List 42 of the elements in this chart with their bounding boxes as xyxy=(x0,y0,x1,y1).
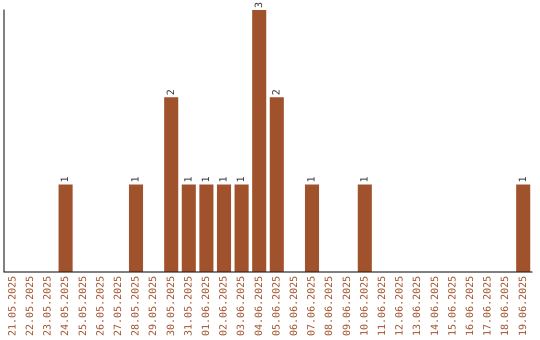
data-label: 1 xyxy=(518,176,529,183)
x-tick-label: 29.05.2025 xyxy=(148,276,160,336)
x-tick-label: 19.06.2025 xyxy=(518,276,529,336)
data-label: 1 xyxy=(236,176,248,183)
x-tick-label: 27.05.2025 xyxy=(112,276,124,336)
x-tick-label: 06.06.2025 xyxy=(288,276,300,336)
x-tick-label: 03.06.2025 xyxy=(236,276,248,336)
x-tick-label: 24.05.2025 xyxy=(60,276,72,336)
x-tick-label: 11.06.2025 xyxy=(376,276,388,336)
data-label: 1 xyxy=(130,176,142,183)
x-tick-label: 13.06.2025 xyxy=(412,276,424,336)
data-label: 1 xyxy=(218,176,230,183)
data-label: 1 xyxy=(359,176,370,183)
x-tick-label: 05.06.2025 xyxy=(271,276,282,336)
x-tick-label: 25.05.2025 xyxy=(78,276,89,336)
x-tick-label: 23.05.2025 xyxy=(42,276,54,336)
x-tick-label: 10.06.2025 xyxy=(359,276,370,336)
data-label: 2 xyxy=(166,89,177,96)
x-tick-label: 04.06.2025 xyxy=(254,276,265,336)
x-tick-label: 22.05.2025 xyxy=(24,276,36,336)
data-label: 3 xyxy=(254,2,265,8)
data-label: 2 xyxy=(271,89,282,96)
x-tick-label: 31.05.2025 xyxy=(183,276,194,336)
x-tick-label: 14.06.2025 xyxy=(430,276,441,336)
x-tick-label: 01.06.2025 xyxy=(200,276,212,336)
x-tick-label: 26.05.2025 xyxy=(95,276,106,336)
data-label: 1 xyxy=(183,176,194,183)
x-tick-label: 09.06.2025 xyxy=(342,276,353,336)
x-tick-label: 08.06.2025 xyxy=(324,276,336,336)
data-label: 1 xyxy=(60,176,72,183)
x-tick-label: 12.06.2025 xyxy=(394,276,406,336)
x-tick-label: 07.06.2025 xyxy=(306,276,318,336)
data-label: 1 xyxy=(200,176,212,183)
x-tick-label: 21.05.2025 xyxy=(7,276,18,336)
x-tick-label: 16.06.2025 xyxy=(464,276,476,336)
x-tick-label: 02.06.2025 xyxy=(218,276,230,336)
x-tick-label: 15.06.2025 xyxy=(447,276,458,336)
x-tick-label: 28.05.2025 xyxy=(130,276,142,336)
x-tick-label: 30.05.2025 xyxy=(166,276,177,336)
x-tick-label: 18.06.2025 xyxy=(500,276,512,336)
data-label: 1 xyxy=(306,176,318,183)
x-tick-label: 17.06.2025 xyxy=(482,276,494,336)
